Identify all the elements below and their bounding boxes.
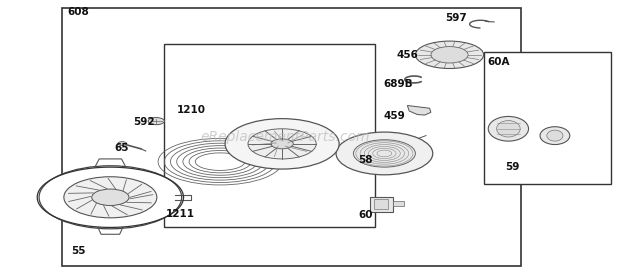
Bar — [393, 201, 404, 206]
Polygon shape — [407, 105, 431, 115]
Text: 1210: 1210 — [177, 105, 206, 115]
Circle shape — [271, 139, 293, 149]
Circle shape — [92, 189, 129, 206]
Text: 459: 459 — [383, 112, 405, 121]
Circle shape — [118, 142, 126, 145]
Bar — [164, 44, 375, 227]
Text: 65: 65 — [115, 143, 129, 153]
Bar — [484, 52, 611, 184]
Circle shape — [353, 140, 415, 167]
Bar — [370, 197, 393, 212]
Ellipse shape — [497, 121, 520, 137]
Text: 689B: 689B — [383, 79, 413, 89]
Bar — [374, 199, 388, 209]
Circle shape — [39, 166, 182, 229]
Circle shape — [431, 47, 468, 63]
Ellipse shape — [540, 127, 570, 145]
Text: 592: 592 — [133, 117, 155, 127]
Bar — [62, 8, 521, 266]
Text: 1211: 1211 — [166, 209, 195, 219]
Circle shape — [248, 129, 316, 159]
Circle shape — [148, 118, 164, 125]
Circle shape — [336, 132, 433, 175]
Text: 597: 597 — [445, 13, 467, 23]
Text: 58: 58 — [358, 155, 373, 165]
Text: 456: 456 — [397, 50, 419, 60]
Circle shape — [225, 119, 339, 169]
Circle shape — [64, 177, 157, 218]
Text: 60: 60 — [358, 210, 373, 220]
Text: eReplacementParts.com: eReplacementParts.com — [200, 130, 370, 144]
Text: 59: 59 — [505, 162, 520, 172]
Text: 608: 608 — [67, 7, 89, 17]
Ellipse shape — [415, 41, 484, 68]
Text: 60A: 60A — [487, 57, 510, 67]
Ellipse shape — [547, 130, 563, 141]
Ellipse shape — [489, 116, 528, 141]
Text: 55: 55 — [71, 246, 86, 256]
